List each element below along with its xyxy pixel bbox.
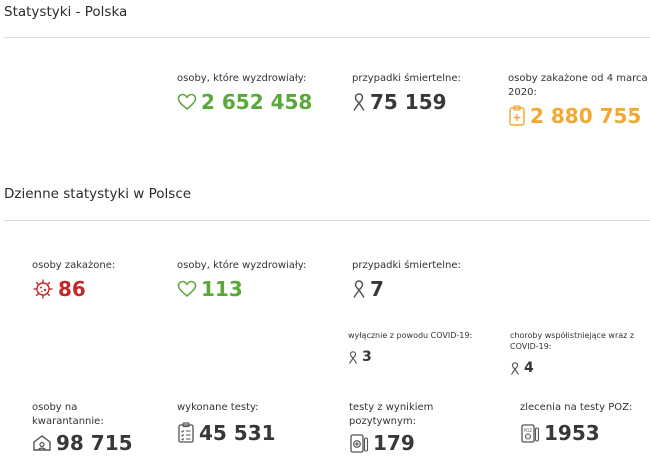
daily-infected: osoby zakażone: 86 — [32, 259, 162, 301]
ribbon-icon — [352, 92, 366, 112]
total-recovered-value: 2 652 458 — [201, 90, 313, 114]
poz-test-icon: POZ — [520, 422, 540, 444]
daily-recovered-label: osoby, które wyzdrowiały: — [177, 260, 307, 271]
daily-title: Dzienne statystyki w Polsce — [4, 186, 192, 202]
total-deaths: przypadki śmiertelne: 75 159 — [352, 72, 502, 114]
daily-tests-positive: testy z wynikiem pozytywnym: 179 — [349, 401, 499, 455]
total-recovered-label: osoby, które wyzdrowiały: — [177, 73, 307, 84]
total-infected-value: 2 880 755 — [530, 104, 642, 128]
daily-tests-done-label: wykonane testy: — [177, 402, 259, 413]
daily-deaths-covid-only: wyłącznie z powodu COVID-19: 3 — [348, 330, 498, 369]
ribbon-icon — [352, 279, 366, 299]
daily-deaths-comorbid-label: choroby współistniejące wraz z COVID-19: — [510, 331, 635, 351]
test-positive-icon — [349, 432, 369, 454]
total-deaths-label: przypadki śmiertelne: — [352, 73, 461, 84]
page-title: Statystyki - Polska — [4, 4, 128, 20]
daily-tests-done-value: 45 531 — [199, 421, 276, 445]
top-divider — [4, 37, 650, 38]
daily-recovered: osoby, które wyzdrowiały: 113 — [177, 259, 327, 301]
daily-deaths-covid-only-value: 3 — [362, 349, 372, 365]
daily-divider — [4, 220, 650, 221]
total-infected: osoby zakażone od 4 marca 2020: 2 880 75… — [508, 72, 650, 128]
daily-recovered-value: 113 — [201, 277, 243, 301]
daily-deaths: przypadki śmiertelne: 7 — [352, 259, 502, 301]
virus-icon — [32, 278, 54, 300]
daily-infected-value: 86 — [58, 277, 86, 301]
daily-tests-done: wykonane testy: 45 531 — [177, 401, 327, 445]
svg-text:POZ: POZ — [524, 428, 533, 433]
total-deaths-value: 75 159 — [370, 90, 447, 114]
daily-deaths-comorbid: choroby współistniejące wraz z COVID-19:… — [510, 330, 645, 380]
daily-deaths-value: 7 — [370, 277, 384, 301]
daily-tests-positive-value: 179 — [373, 431, 415, 455]
medical-clipboard-icon — [508, 105, 526, 127]
heart-icon — [177, 93, 197, 111]
daily-deaths-label: przypadki śmiertelne: — [352, 260, 461, 271]
daily-poz-orders: zlecenia na testy POZ: POZ 1953 — [520, 401, 645, 445]
daily-poz-orders-value: 1953 — [544, 421, 600, 445]
total-recovered: osoby, które wyzdrowiały: 2 652 458 — [177, 72, 327, 114]
heart-icon — [177, 280, 197, 298]
daily-quarantine: osoby na kwarantannie: 98 715 — [32, 401, 172, 455]
total-infected-label: osoby zakażone od 4 marca 2020: — [508, 73, 648, 98]
checklist-icon — [177, 422, 195, 444]
house-icon — [32, 434, 52, 452]
ribbon-icon — [510, 361, 520, 376]
daily-infected-label: osoby zakażone: — [32, 260, 116, 271]
ribbon-icon — [348, 350, 358, 365]
daily-deaths-comorbid-value: 4 — [524, 360, 534, 376]
daily-quarantine-label: osoby na kwarantannie: — [32, 402, 104, 427]
daily-quarantine-value: 98 715 — [56, 431, 133, 455]
daily-poz-orders-label: zlecenia na testy POZ: — [520, 402, 633, 413]
daily-deaths-covid-only-label: wyłącznie z powodu COVID-19: — [348, 331, 473, 340]
daily-tests-positive-label: testy z wynikiem pozytywnym: — [349, 402, 434, 427]
